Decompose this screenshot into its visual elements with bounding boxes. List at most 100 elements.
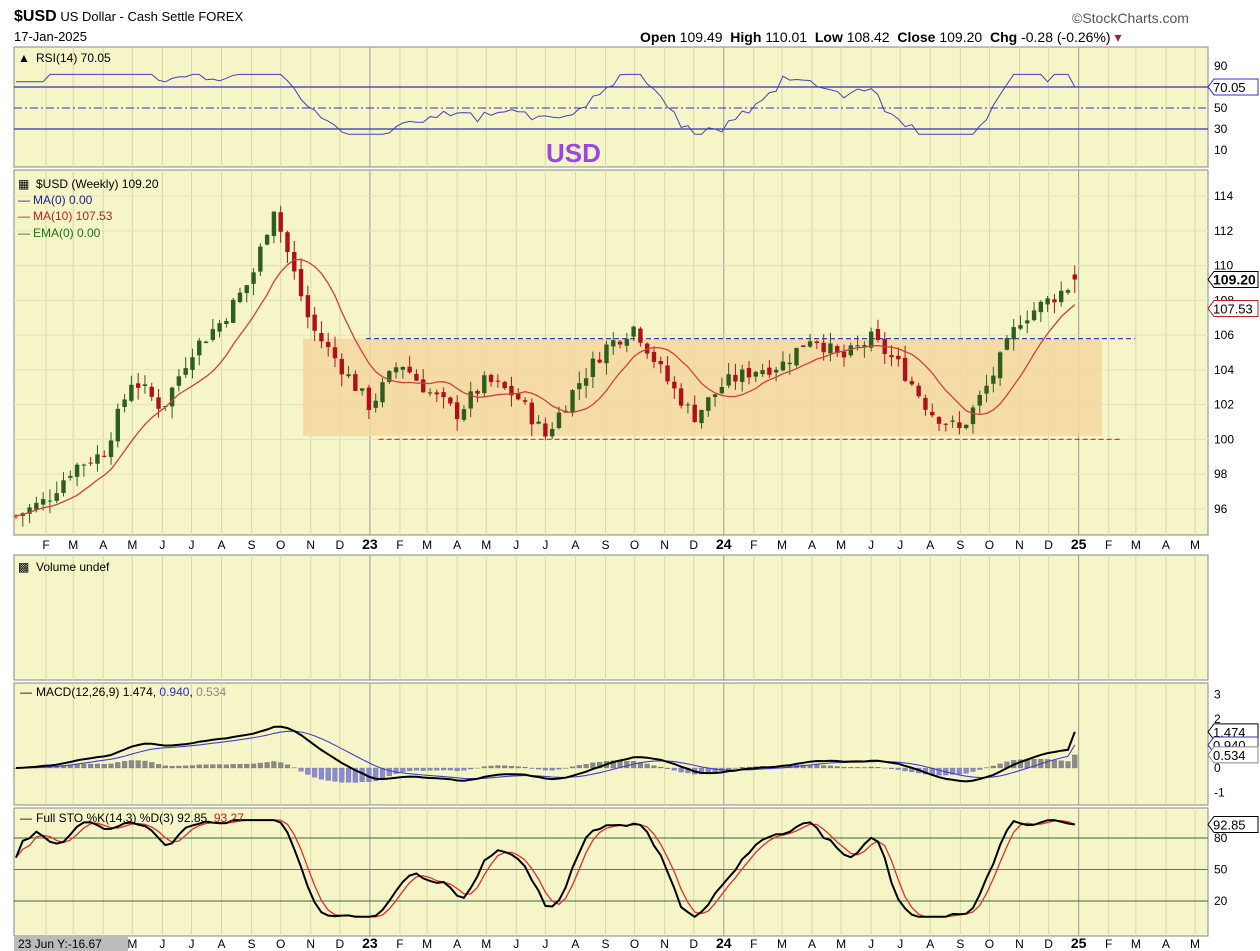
candle-icon: ▦ (18, 177, 29, 191)
candle (719, 387, 725, 394)
macd-histogram-bar (244, 763, 250, 769)
candle (332, 347, 338, 359)
candle (1045, 298, 1050, 305)
candle (740, 369, 745, 382)
month-label: M (68, 538, 78, 552)
macd-histogram-bar (963, 767, 969, 774)
candle (977, 394, 982, 406)
macd-histogram-bar (644, 763, 650, 769)
candle (835, 346, 840, 354)
candle (726, 374, 731, 386)
sto-label: Full STO %K(14,3) %D(3) 92.85, 93.27 (36, 811, 244, 825)
month-label: N (660, 538, 669, 552)
month-label: M (127, 538, 137, 552)
macd-label: MACD(12,26,9) 1.474, 0.940, 0.534 (36, 685, 226, 699)
candle (285, 232, 290, 252)
candle (434, 392, 439, 395)
exchange: FOREX (198, 9, 244, 24)
candle (509, 385, 514, 396)
macd-histogram-bar (386, 767, 392, 777)
down-arrow-icon: ▾ (1114, 29, 1122, 45)
price-tick: 100 (1214, 432, 1234, 446)
macd-histogram-bar (658, 766, 664, 769)
macd-histogram-bar (956, 767, 962, 775)
candle (692, 404, 697, 422)
macd-histogram-bar (468, 767, 474, 770)
candle (380, 382, 385, 403)
rsi-tick: 10 (1214, 143, 1228, 157)
candle (502, 381, 507, 389)
month-label: J (159, 538, 165, 552)
macd-histogram-bar (413, 767, 419, 771)
month-label: M (777, 937, 787, 951)
candle (258, 246, 263, 272)
month-label: M (422, 937, 432, 951)
candle (129, 384, 134, 401)
candle (699, 409, 704, 424)
month-label: J (513, 538, 519, 552)
month-label: M (481, 538, 491, 552)
month-label: O (630, 937, 639, 951)
macd-histogram-bar (230, 764, 236, 769)
macd-histogram-bar (278, 762, 284, 769)
close-value: 109.20 (939, 29, 983, 45)
month-label: D (1044, 538, 1053, 552)
macd-histogram-bar (977, 767, 983, 770)
month-label: 25 (1071, 536, 1087, 552)
candle (359, 388, 365, 391)
macd-histogram-bar (970, 767, 976, 772)
month-label: D (336, 538, 345, 552)
candle (678, 388, 684, 406)
candle (237, 292, 243, 303)
candle (889, 355, 894, 358)
usd-annotation: USD (546, 138, 601, 168)
candle (963, 424, 969, 429)
macd-panel (13, 682, 1209, 806)
candle (346, 374, 351, 377)
macd-histogram-bar (834, 766, 840, 769)
chg-label: Chg (989, 29, 1018, 45)
macd-histogram-bar (590, 762, 596, 769)
candle (495, 380, 501, 382)
candle (624, 338, 630, 346)
month-label: J (188, 538, 194, 552)
candle (441, 392, 446, 398)
candle (841, 351, 847, 358)
macd-histogram-bar (264, 762, 270, 769)
macd-histogram-bar (441, 767, 447, 771)
candle (298, 269, 304, 297)
month-label: A (808, 538, 816, 552)
macd-histogram-bar (855, 767, 861, 769)
macd-histogram-bar (875, 767, 881, 769)
candle (875, 329, 881, 340)
candle (773, 369, 779, 373)
candle (651, 351, 657, 362)
macd-tick: 3 (1214, 688, 1221, 702)
macd-histogram-bar (936, 767, 942, 776)
price-tick: 114 (1214, 189, 1233, 203)
macd-histogram-bar (318, 767, 324, 780)
macd-histogram-bar (189, 765, 196, 769)
macd-histogram-bar (624, 761, 630, 769)
candle (95, 454, 100, 464)
candle (801, 345, 806, 347)
candle (407, 366, 412, 373)
macd-histogram-bar (176, 765, 182, 769)
candle (638, 328, 643, 343)
candle (984, 385, 989, 394)
month-label: D (1044, 937, 1053, 951)
candle (366, 387, 372, 410)
month-label: S (956, 538, 964, 552)
candle (807, 341, 813, 347)
macd-histogram-bar (257, 762, 263, 769)
macd-histogram-bar (149, 762, 155, 769)
candle (970, 407, 976, 425)
candle (122, 399, 127, 408)
month-label: N (1015, 538, 1024, 552)
candle (210, 329, 216, 340)
candle (115, 408, 121, 442)
candle (1058, 290, 1064, 303)
month-label: D (689, 937, 698, 951)
month-label: N (306, 538, 315, 552)
candle (685, 404, 691, 406)
